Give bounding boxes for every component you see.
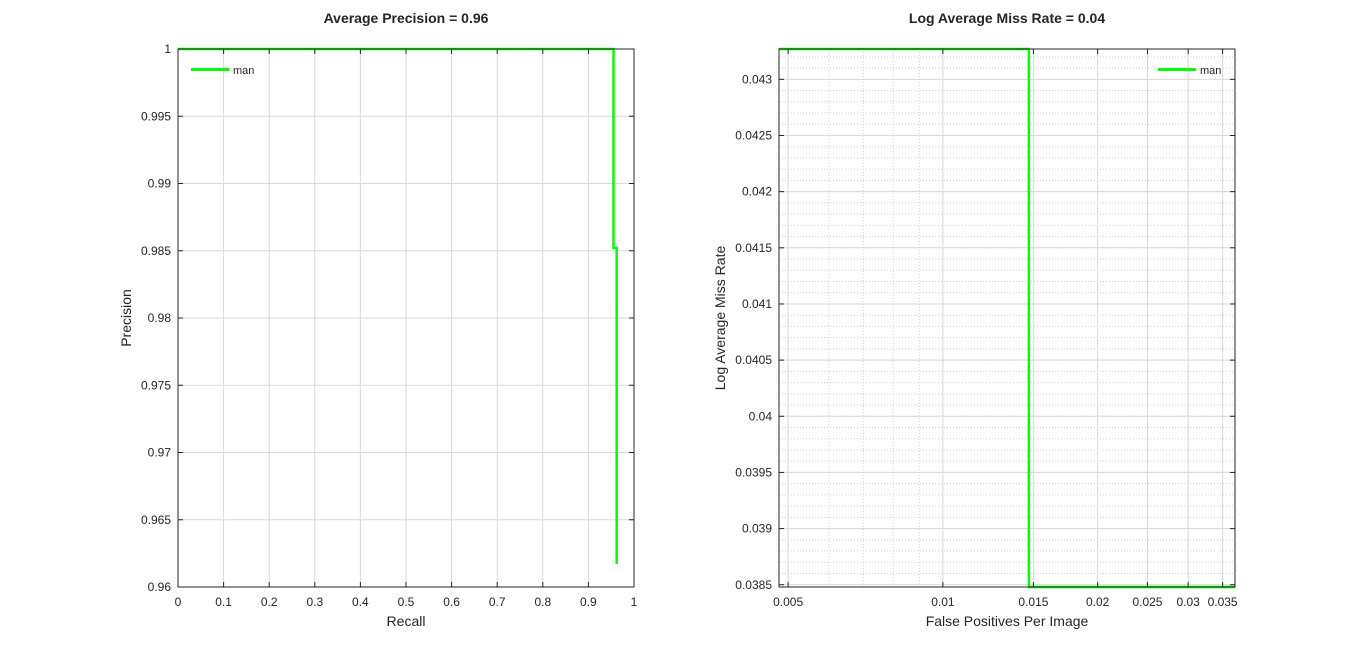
y-tick-label: 0.042 <box>742 185 772 199</box>
y-tick-label: 0.96 <box>148 580 172 594</box>
x-tick-label: 1 <box>631 595 638 609</box>
y-tick-label: 0.039 <box>742 522 772 536</box>
y-tick-label: 0.97 <box>148 446 172 460</box>
x-tick-label: 0 <box>175 595 182 609</box>
x-tick-label: 0.02 <box>1086 595 1110 609</box>
plot-frame <box>778 48 1236 588</box>
series-line-man <box>178 47 618 565</box>
x-tick-label: 0.005 <box>773 595 803 609</box>
y-tick-label: 0.0395 <box>735 465 772 479</box>
legend-entry: man <box>233 65 254 77</box>
x-tick-label: 0.01 <box>931 595 955 609</box>
y-tick-label: 0.0405 <box>735 353 772 367</box>
y-tick-label: 0.99 <box>148 177 172 191</box>
x-tick-label: 0.7 <box>489 595 506 609</box>
miss-rate-chart: 0.005 0.01 0.015 0.02 0.025 0.03 0.035 0.0385 0.… <box>712 10 1238 629</box>
x-tick-label: 0.025 <box>1132 595 1162 609</box>
chart-title: Average Precision = 0.96 <box>324 10 489 26</box>
x-tick-label: 0.6 <box>443 595 460 609</box>
y-tick-label: 0.985 <box>141 244 171 258</box>
y-tick-label: 0.043 <box>742 72 772 86</box>
x-axis-label: False Positives Per Image <box>926 613 1089 629</box>
y-tick-label: 0.965 <box>141 513 171 527</box>
y-axis-label: Precision <box>118 289 134 347</box>
x-tick-label: 0.035 <box>1208 595 1238 609</box>
y-tick-label: 0.995 <box>141 109 171 123</box>
y-tick-label: 0.98 <box>148 311 172 325</box>
legend-entry: man <box>1200 65 1221 77</box>
x-tick-label: 0.8 <box>534 595 551 609</box>
y-axis-label: Log Average Miss Rate <box>712 246 728 391</box>
legend: man <box>1158 65 1221 77</box>
legend-swatch <box>1158 68 1196 71</box>
legend: man <box>191 65 254 77</box>
x-tick-label: 0.3 <box>306 595 323 609</box>
x-tick-label: 0.9 <box>580 595 597 609</box>
x-tick-label: 0.4 <box>352 595 369 609</box>
y-tick-label: 1 <box>164 42 171 56</box>
legend-swatch <box>191 68 229 71</box>
x-tick-label: 0.03 <box>1176 595 1200 609</box>
precision-recall-chart: 0 0.1 0.2 0.3 0.4 0.5 0.6 0.7 0.8 0.9 1 0.96 0.965 0.… <box>118 10 638 629</box>
x-tick-label: 0.015 <box>1018 595 1048 609</box>
y-tick-label: 0.975 <box>141 378 171 392</box>
y-tick-label: 0.0385 <box>735 578 772 592</box>
x-tick-label: 0.5 <box>398 595 415 609</box>
x-axis-label: Recall <box>387 613 426 629</box>
x-tick-label: 0.1 <box>215 595 232 609</box>
chart-title: Log Average Miss Rate = 0.04 <box>909 10 1105 26</box>
y-tick-label: 0.0415 <box>735 241 772 255</box>
y-tick-label: 0.0425 <box>735 128 772 142</box>
y-tick-label: 0.04 <box>749 409 773 423</box>
x-tick-label: 0.2 <box>261 595 278 609</box>
y-tick-label: 0.041 <box>742 297 772 311</box>
